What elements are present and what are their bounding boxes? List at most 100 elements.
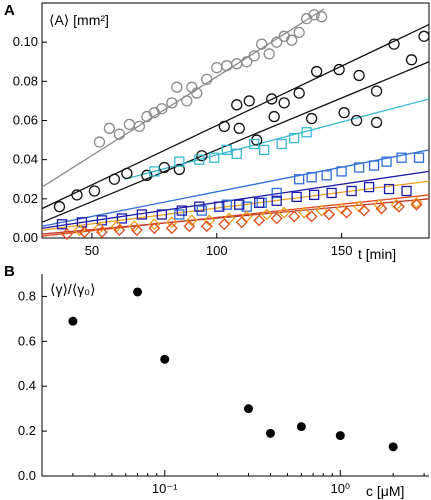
a-point-0 xyxy=(181,95,193,107)
a-point-7 xyxy=(61,228,73,241)
a-point-1 xyxy=(370,116,383,129)
a-point-0 xyxy=(241,56,253,68)
a-point-1 xyxy=(306,112,318,125)
a-point-1 xyxy=(173,163,185,176)
a-point-6 xyxy=(240,210,253,223)
a-point-1 xyxy=(370,85,383,97)
a-point-5 xyxy=(214,201,225,212)
b-data-point xyxy=(160,354,170,364)
panel-b-x-ticks: 10⁻¹ 10⁰ xyxy=(41,470,425,496)
b-data-point xyxy=(335,431,345,441)
a-point-7 xyxy=(200,220,213,233)
a-point-5 xyxy=(271,195,282,206)
a-point-6 xyxy=(185,214,198,227)
a-x-tick-label: 150 xyxy=(331,243,353,258)
panel-b-y-ticks: 0.0 0.2 0.4 0.6 0.8 xyxy=(18,288,47,483)
a-point-0 xyxy=(156,103,168,115)
a-point-6 xyxy=(335,202,348,215)
a-point-7 xyxy=(235,216,248,229)
a-point-3 xyxy=(231,148,242,159)
a-point-6 xyxy=(110,220,123,233)
a-point-7 xyxy=(410,198,423,211)
a-point-1 xyxy=(353,69,365,82)
a-point-4 xyxy=(381,156,392,167)
a-point-1 xyxy=(278,97,290,109)
a-point-3 xyxy=(259,144,270,156)
a-point-4 xyxy=(321,170,332,181)
a-fit-line-2 xyxy=(41,61,430,223)
a-fit-line-7 xyxy=(41,194,430,237)
a-y-tick-label: 0.00 xyxy=(13,230,38,245)
a-point-0 xyxy=(263,48,275,60)
a-point-0 xyxy=(93,136,106,148)
a-point-1 xyxy=(418,30,430,42)
a-point-7 xyxy=(253,214,266,227)
a-point-6 xyxy=(315,204,328,217)
a-point-5 xyxy=(291,191,302,203)
a-point-5 xyxy=(383,183,395,195)
b-x-tick-label: 10⁻¹ xyxy=(152,481,178,496)
a-point-5 xyxy=(56,219,68,230)
a-point-7 xyxy=(270,212,283,225)
a-point-7 xyxy=(340,206,353,219)
a-point-1 xyxy=(405,54,418,66)
a-point-0 xyxy=(221,60,233,72)
a-point-6 xyxy=(165,216,178,229)
a-point-1 xyxy=(231,99,243,111)
a-point-0 xyxy=(271,36,283,48)
a-point-3 xyxy=(174,156,185,167)
a-point-4 xyxy=(306,172,317,183)
panel-b-points xyxy=(68,287,398,452)
b-y-tick-label: 0.4 xyxy=(18,378,36,393)
a-point-5 xyxy=(136,209,148,220)
a-point-6 xyxy=(353,200,366,213)
a-point-4 xyxy=(271,187,282,199)
a-point-7 xyxy=(96,226,108,239)
a-point-3 xyxy=(276,138,287,150)
a-point-7 xyxy=(218,218,231,231)
a-point-6 xyxy=(93,222,106,235)
a-point-7 xyxy=(165,222,178,235)
a-point-7 xyxy=(183,220,196,233)
panel-a-x-ticks: 50 100 150 xyxy=(85,233,353,258)
a-point-3 xyxy=(249,138,260,150)
panel-b-label: B xyxy=(4,263,15,280)
a-y-tick-label: 0.02 xyxy=(13,191,38,206)
panel-b: B 0.0 0.2 0.4 0.6 0.8 10⁻¹ 10⁰ ⟨γ⟩/⟨γ₀⟩ c [μM… xyxy=(4,263,429,499)
a-point-4 xyxy=(413,152,425,163)
b-data-point xyxy=(265,428,275,438)
a-point-7 xyxy=(130,224,143,237)
b-data-point xyxy=(133,287,143,297)
a-point-3 xyxy=(194,154,205,165)
a-point-0 xyxy=(123,118,136,131)
a-point-0 xyxy=(211,61,223,74)
a-point-7 xyxy=(375,202,388,215)
a-point-0 xyxy=(308,9,320,21)
a-point-5 xyxy=(326,187,337,199)
a-point-6 xyxy=(298,206,311,219)
panel-a: A 0.00 0.02 0.04 0.06 0.08 0.10 50 100 150 ⟨A⟩ … xyxy=(4,2,430,262)
a-point-1 xyxy=(266,93,278,105)
a-point-0 xyxy=(201,73,213,86)
a-y-tick-label: 0.10 xyxy=(13,34,38,49)
a-point-3 xyxy=(221,144,232,156)
b-y-tick-label: 0.6 xyxy=(18,333,36,348)
a-point-5 xyxy=(234,199,245,210)
a-point-4 xyxy=(396,152,407,163)
a-point-1 xyxy=(53,201,66,213)
panel-b-axes xyxy=(41,274,429,477)
a-point-1 xyxy=(310,65,323,78)
b-y-tick-label: 0.8 xyxy=(18,288,36,303)
b-data-point xyxy=(243,404,253,414)
a-point-1 xyxy=(108,173,121,185)
a-point-6 xyxy=(410,196,423,209)
a-point-4 xyxy=(336,166,347,177)
a-point-0 xyxy=(103,122,116,134)
a-point-1 xyxy=(388,38,400,50)
a-point-7 xyxy=(305,210,318,223)
a-fit-line-1 xyxy=(41,23,430,210)
a-point-1 xyxy=(338,107,350,119)
a-point-5 xyxy=(308,189,320,201)
a-point-5 xyxy=(363,181,375,193)
a-point-3 xyxy=(209,152,220,163)
